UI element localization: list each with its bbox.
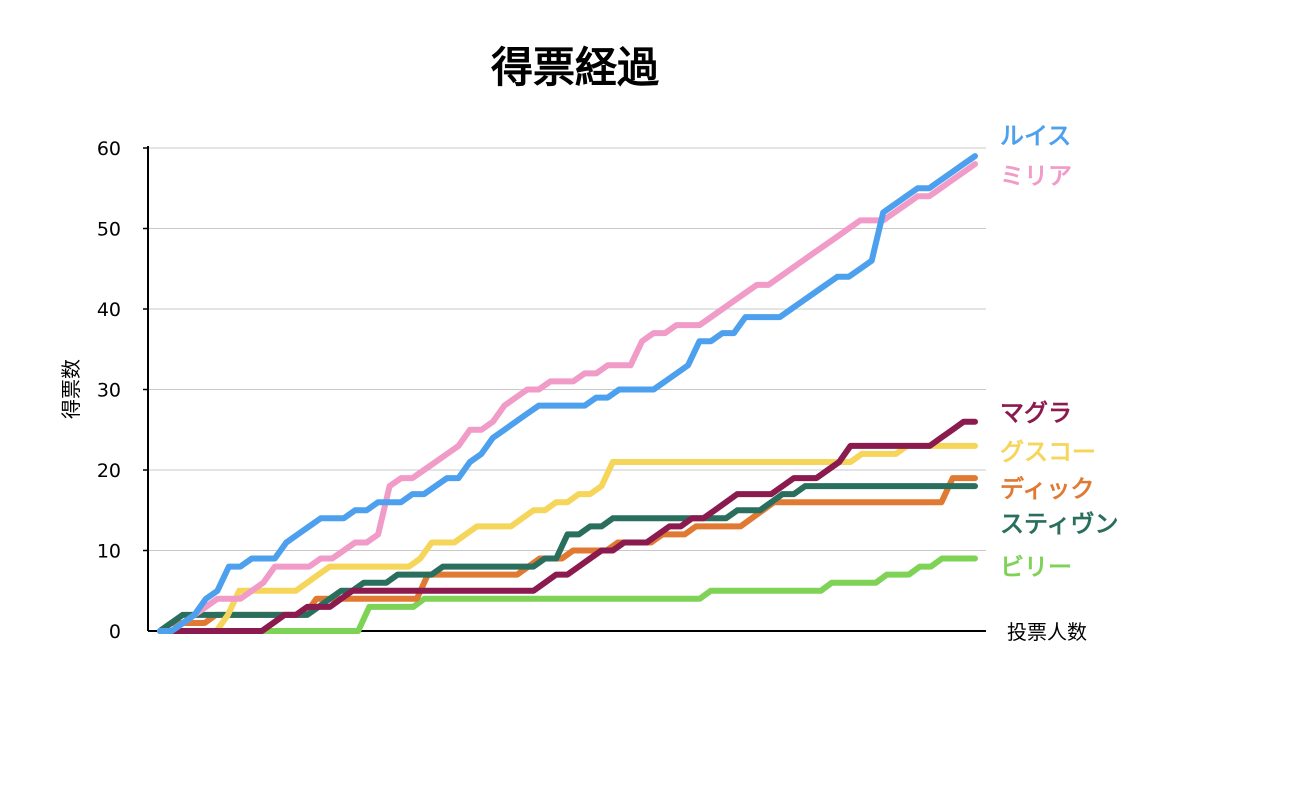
y-tick-label: 0 <box>109 621 121 643</box>
series-line-1 <box>157 153 978 634</box>
y-tick-label: 50 <box>97 219 121 241</box>
y-tick-label: 10 <box>97 541 121 563</box>
series-line-7 <box>157 555 978 634</box>
series-label-2: ミリア <box>1000 162 1072 190</box>
series-lines <box>157 153 978 634</box>
x-axis-label: 投票人数 <box>1007 620 1087 644</box>
y-tick-label: 20 <box>97 460 121 482</box>
series-line-6 <box>157 483 978 634</box>
series-label-5: ディック <box>1000 475 1094 503</box>
y-tick-label: 60 <box>97 138 121 160</box>
series-label-7: ビリー <box>1000 553 1072 581</box>
y-tick-label: 40 <box>97 299 121 321</box>
y-tick-labels: 0 10 20 30 40 50 60 <box>97 138 121 643</box>
series-label-1: ルイス <box>1000 122 1071 150</box>
series-line-3 <box>157 418 978 634</box>
y-axis-label: 得票数 <box>59 359 83 419</box>
series-label-4: グスコー <box>1000 438 1096 466</box>
chart-title: 得票経過 <box>491 43 660 92</box>
series-label-3: マグラ <box>1000 399 1072 427</box>
series-label-6: スティヴン <box>1000 510 1119 538</box>
series-line-2 <box>157 161 978 634</box>
gridlines <box>143 147 986 552</box>
y-tick-label: 30 <box>97 380 121 402</box>
